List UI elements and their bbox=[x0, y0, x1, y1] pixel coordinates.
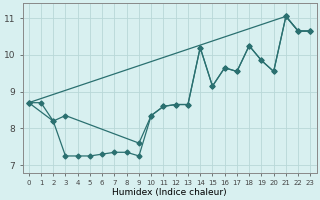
X-axis label: Humidex (Indice chaleur): Humidex (Indice chaleur) bbox=[112, 188, 227, 197]
